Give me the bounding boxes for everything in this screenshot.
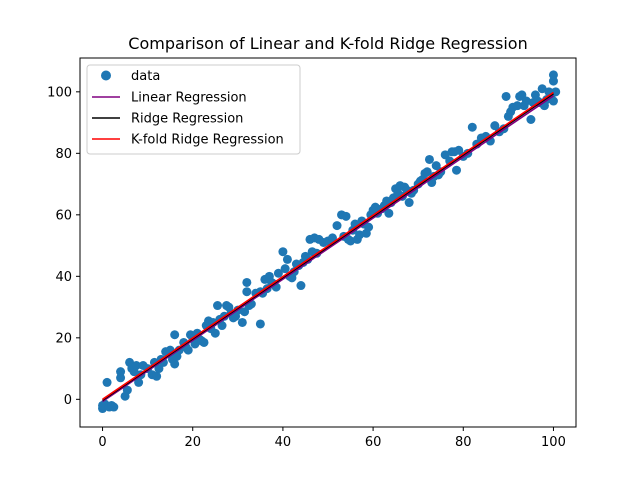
x-tick-label: 20	[184, 435, 201, 450]
regression-line-k-fold-ridge-regression	[102, 91, 554, 400]
data-point	[199, 337, 209, 347]
data-point	[170, 359, 180, 369]
data-point	[501, 91, 511, 101]
data-point	[328, 233, 338, 243]
data-point	[332, 221, 342, 231]
data-point	[278, 247, 288, 257]
data-point	[210, 328, 220, 338]
data-point	[452, 165, 462, 175]
data-point	[242, 277, 252, 287]
data-point	[116, 367, 126, 377]
data-point	[431, 161, 441, 171]
data-point	[537, 84, 547, 94]
data-point	[548, 70, 558, 80]
legend-label-kfold: K-fold Ridge Regression	[131, 133, 284, 148]
x-axis-ticks: 0 20 40 60 80 100	[98, 427, 566, 450]
data-point	[548, 96, 558, 106]
data-point	[440, 150, 450, 160]
y-tick-label: 0	[64, 393, 72, 408]
x-tick-label: 40	[275, 435, 292, 450]
legend-label-linear: Linear Regression	[131, 91, 247, 106]
data-point	[526, 115, 536, 124]
data-point	[517, 90, 527, 100]
data-point	[346, 236, 356, 246]
y-tick-label: 60	[55, 208, 72, 223]
data-point	[454, 145, 464, 155]
regression-line-linear-regression	[102, 95, 554, 403]
x-tick-label: 0	[98, 435, 106, 450]
data-point	[424, 154, 434, 164]
data-point	[548, 76, 558, 86]
plot-frame	[79, 57, 577, 428]
legend: data Linear Regression Ridge Regression …	[86, 64, 301, 155]
data-point	[240, 307, 250, 317]
data-point	[183, 345, 193, 355]
data-point	[404, 198, 414, 208]
y-tick-label: 100	[47, 85, 72, 100]
data-point	[296, 281, 306, 291]
data-point	[255, 319, 265, 329]
legend-label-data: data	[131, 69, 160, 84]
legend-label-ridge: Ridge Regression	[131, 112, 243, 127]
data-point	[282, 254, 292, 264]
data-point	[242, 287, 252, 297]
x-tick-label: 60	[365, 435, 382, 450]
y-axis-ticks: 0 20 40 60 80 100	[47, 85, 80, 408]
data-point	[490, 121, 500, 131]
data-point	[467, 122, 477, 132]
data-point	[364, 222, 374, 232]
legend-box	[86, 64, 301, 155]
data-point	[102, 377, 112, 387]
data-point	[237, 317, 247, 327]
data-point	[217, 321, 227, 331]
data-point	[170, 330, 180, 340]
data-point	[213, 301, 223, 311]
data-point	[384, 208, 394, 218]
data-point	[341, 211, 351, 221]
data-point	[109, 402, 119, 412]
data-point	[116, 373, 126, 383]
x-tick-label: 100	[541, 435, 566, 450]
data-point	[152, 371, 162, 381]
chart-title: Comparison of Linear and K-fold Ridge Re…	[128, 34, 527, 53]
regression-line-ridge-regression	[102, 93, 554, 401]
data-point	[122, 385, 132, 395]
data-point	[355, 230, 365, 240]
data-point	[521, 96, 531, 106]
data-point	[512, 101, 522, 111]
x-tick-label: 80	[455, 435, 472, 450]
data-point	[422, 167, 432, 177]
regression-lines-layer	[102, 91, 554, 403]
data-point	[273, 268, 283, 278]
data-point	[131, 361, 141, 370]
y-tick-label: 40	[55, 270, 72, 285]
data-point	[154, 364, 164, 374]
y-tick-label: 20	[55, 331, 72, 346]
data-point	[280, 264, 290, 274]
legend-marker-data	[101, 70, 111, 81]
data-point	[134, 377, 144, 387]
y-tick-label: 80	[55, 147, 72, 162]
